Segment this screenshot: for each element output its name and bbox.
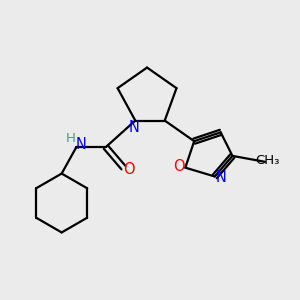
Text: H: H <box>66 132 76 145</box>
Text: CH₃: CH₃ <box>255 154 279 167</box>
Text: N: N <box>128 120 139 135</box>
Text: N: N <box>216 170 227 185</box>
Text: O: O <box>123 162 135 177</box>
Text: O: O <box>173 159 185 174</box>
Text: N: N <box>75 136 86 152</box>
